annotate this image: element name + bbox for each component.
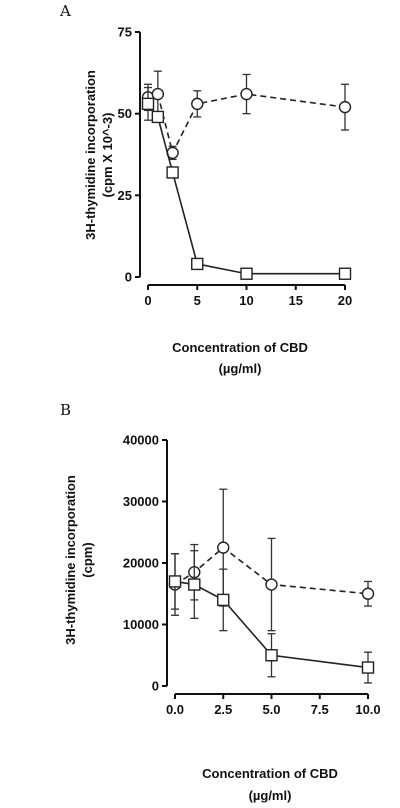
panel-a-x-tick-label: 0 <box>144 293 151 308</box>
panel-a-square-series-point <box>191 257 204 271</box>
panel-b-x-tick-label: 0.0 <box>166 702 184 717</box>
panel-a-x-tick-label: 20 <box>338 293 352 308</box>
panel-b-square-series-point <box>361 661 375 674</box>
panel-a: A 3H-thymidine incorporation (cpm X 10^-… <box>59 2 352 376</box>
panel-b-x-axis-unit: (µg/ml) <box>249 788 292 803</box>
panel-a-circle-series-point <box>240 87 253 101</box>
panel-b-circle-series-point <box>217 541 230 554</box>
panel-a-circle-series-line <box>147 93 346 156</box>
panel-a-y-tick-label: 50 <box>118 106 132 121</box>
panel-b-square-series-point <box>265 649 278 662</box>
panel-b-y-tick-label: 30000 <box>123 494 159 509</box>
panel-b-square-series-point <box>168 575 182 588</box>
panel-a-circle-series-point <box>338 100 352 114</box>
panel-a-y-axis-unit: (cpm X 10^-3) <box>100 113 115 198</box>
panel-a-y-axis-title: 3H-thymidine incorporation <box>83 70 98 240</box>
panel-b-y-tick-label: 40000 <box>123 433 159 448</box>
panel-a-letter: A <box>59 2 71 20</box>
panel-a-square-series-point <box>240 267 253 280</box>
panel-b-y-tick-label: 20000 <box>123 556 159 571</box>
panel-a-x-tick-label: 15 <box>289 293 303 308</box>
panel-a-square-series-point <box>338 267 352 280</box>
panel-b-letter: B <box>60 401 71 419</box>
panel-a-square-series-point <box>141 97 155 111</box>
panel-b-y-axis-title: 3H-thymidine incorporation <box>63 475 78 645</box>
panel-b-square-series-point <box>217 593 230 607</box>
panel-a-y-tick-label: 25 <box>118 188 132 203</box>
panel-b-x-axis-title: Concentration of CBD <box>202 766 338 781</box>
panel-b-circle-series-point <box>265 578 278 591</box>
panel-a-x-axis-title: Concentration of CBD <box>172 340 308 355</box>
panel-a-circle-series-point <box>191 97 204 111</box>
panel-a-x-tick-label: 5 <box>194 293 201 308</box>
panel-b-y-tick-label: 10000 <box>123 617 159 632</box>
panel-a-y-tick-label: 0 <box>125 270 132 285</box>
panel-a-y-tick-label: 75 <box>118 25 132 40</box>
panel-b-square-series-point <box>188 578 201 591</box>
panel-b-x-tick-label: 2.5 <box>214 702 232 717</box>
panel-a-circle-series-point <box>151 87 165 101</box>
panel-b-y-tick-label: 0 <box>152 679 159 694</box>
panel-b: B 3H-thymidine incorporation (cpm) Conce… <box>60 401 381 803</box>
panel-b-x-tick-label: 7.5 <box>311 702 329 717</box>
panel-b-circle-series-point <box>361 587 375 600</box>
panel-a-square-series-point <box>151 110 165 124</box>
panel-a-x-axis-unit: (µg/ml) <box>219 361 262 376</box>
panel-a-square-series-point <box>166 166 179 179</box>
panel-a-square-series-line <box>147 103 345 275</box>
panel-b-x-tick-label: 5.0 <box>262 702 280 717</box>
panel-b-x-tick-label: 10.0 <box>355 702 380 717</box>
panel-a-x-tick-label: 10 <box>239 293 253 308</box>
panel-b-y-axis-unit: (cpm) <box>80 542 95 577</box>
